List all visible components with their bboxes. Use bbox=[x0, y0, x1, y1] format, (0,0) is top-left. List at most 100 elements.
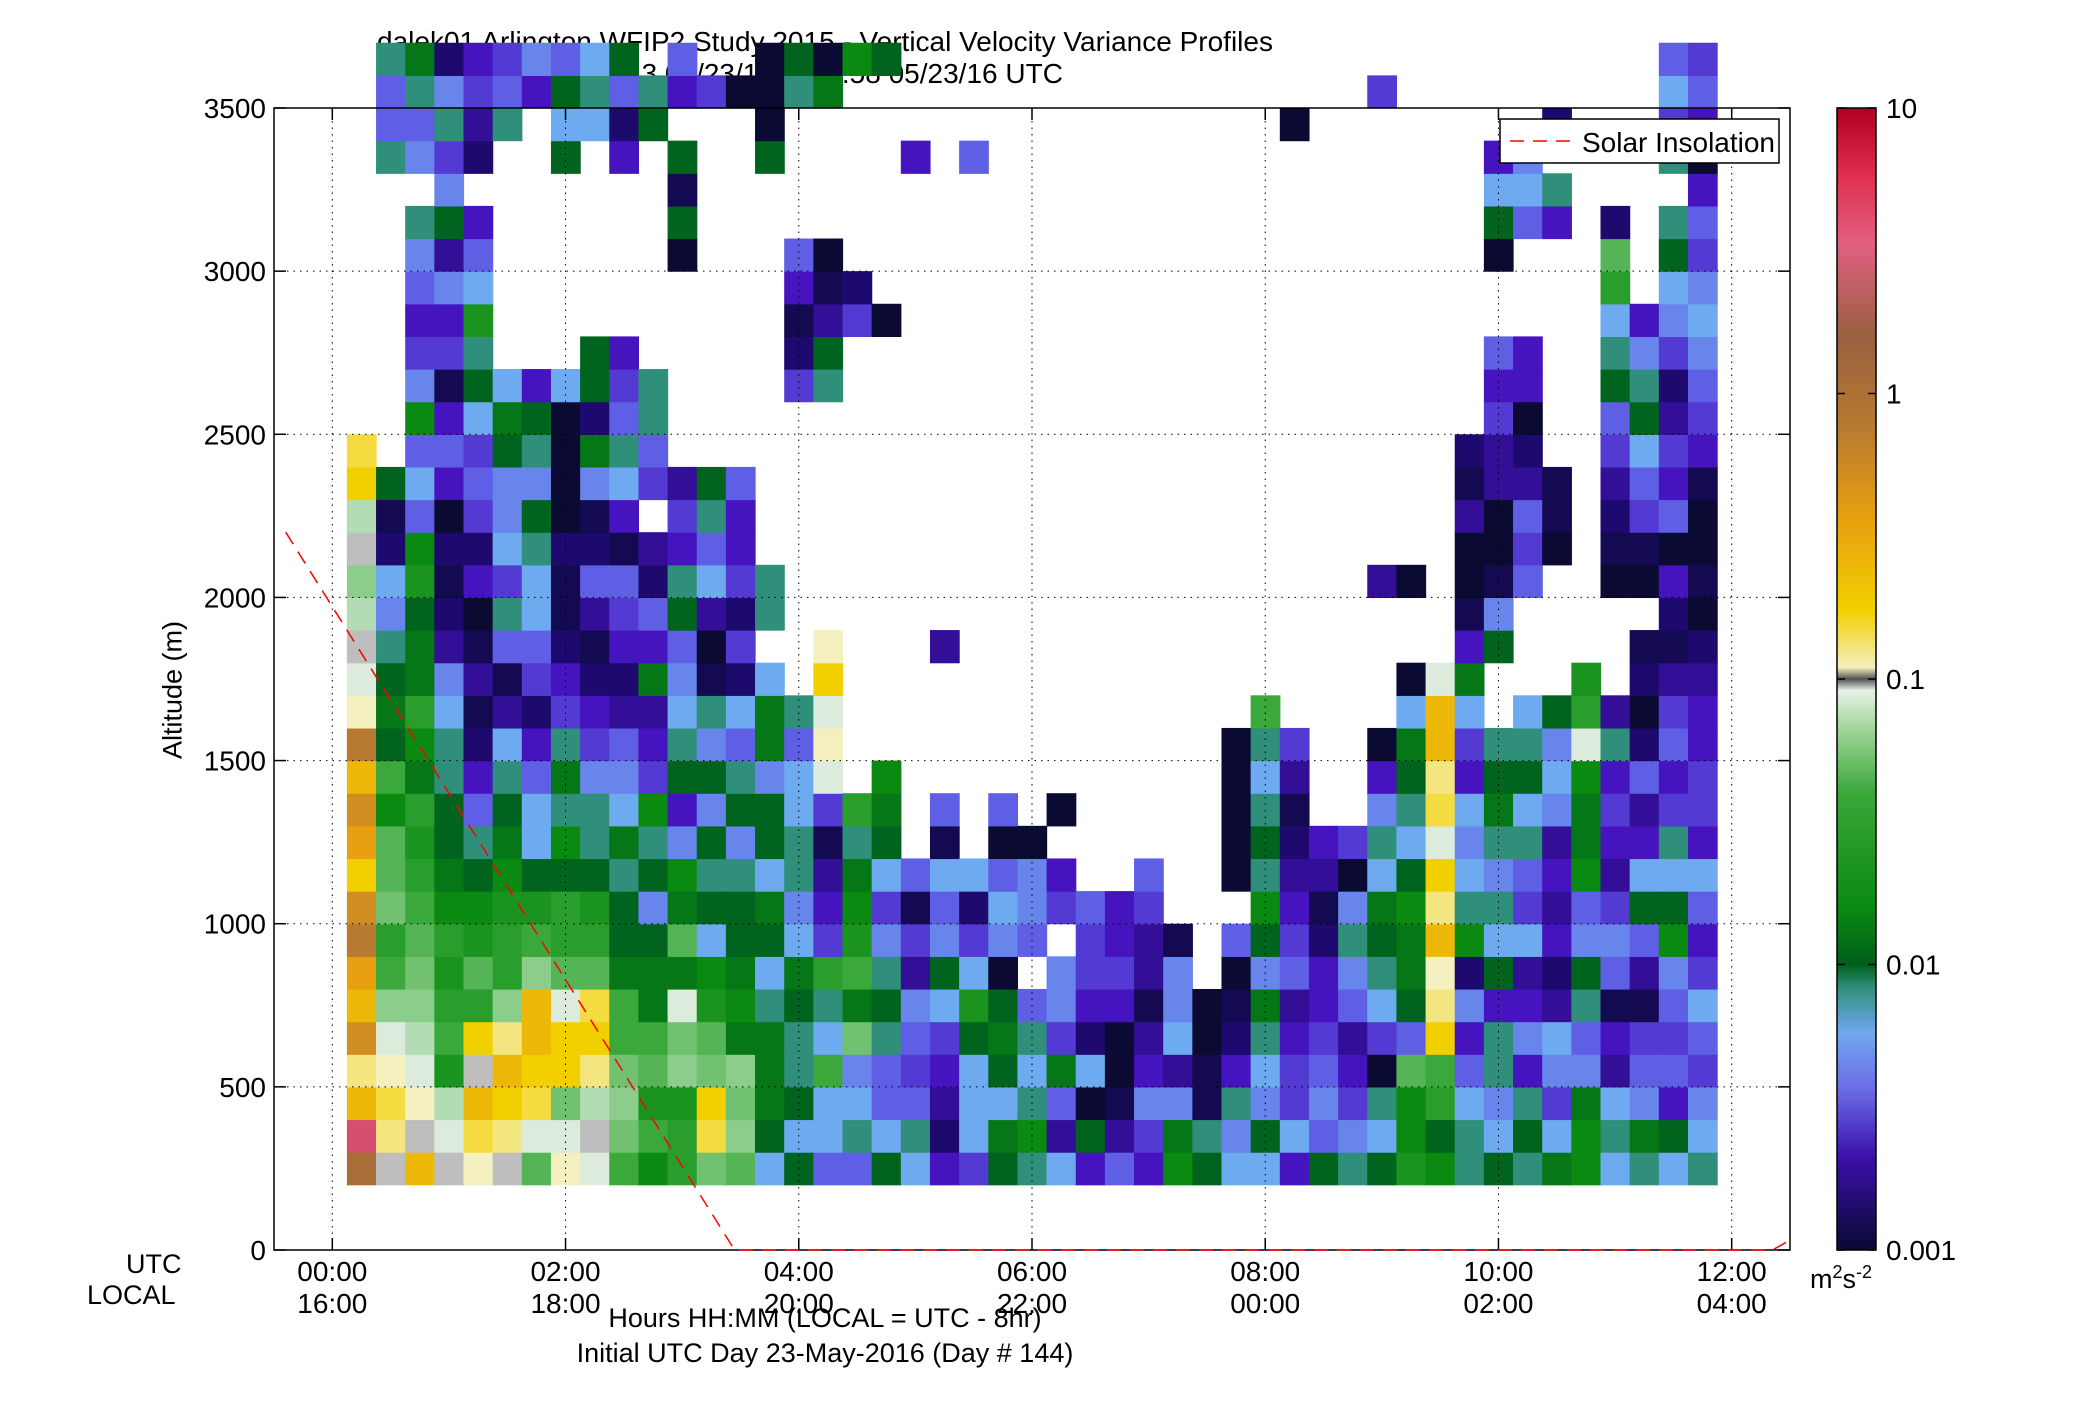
heatmap-cell bbox=[376, 1054, 406, 1088]
heatmap-cell bbox=[346, 988, 377, 1023]
heatmap-cell bbox=[463, 1152, 494, 1186]
y-tick-label: 1000 bbox=[204, 909, 266, 940]
y-tick-label: 3000 bbox=[204, 256, 266, 287]
heatmap-cell bbox=[1046, 793, 1077, 827]
heatmap-cell bbox=[405, 42, 435, 76]
heatmap-cell bbox=[1513, 1119, 1543, 1153]
heatmap-cell bbox=[725, 695, 756, 729]
heatmap-cell bbox=[1396, 1152, 1427, 1186]
heatmap-cell bbox=[667, 1086, 698, 1121]
heatmap-cell bbox=[1513, 695, 1543, 729]
heatmap-cell bbox=[521, 1021, 552, 1055]
heatmap-cell bbox=[492, 662, 523, 696]
heatmap-cell bbox=[1046, 891, 1077, 925]
heatmap-cell bbox=[434, 336, 465, 370]
heatmap-cell bbox=[376, 858, 406, 892]
heatmap-cell bbox=[521, 956, 552, 990]
heatmap-cell bbox=[492, 1021, 523, 1055]
heatmap-cell bbox=[696, 466, 727, 501]
heatmap-cell bbox=[346, 466, 377, 501]
heatmap-cell bbox=[1571, 695, 1602, 729]
heatmap-cell bbox=[609, 466, 640, 501]
heatmap-cell bbox=[1221, 858, 1252, 892]
heatmap-cell bbox=[376, 1086, 406, 1121]
heatmap-cell bbox=[1163, 923, 1193, 957]
heatmap-cell bbox=[638, 760, 669, 794]
heatmap-cell bbox=[900, 988, 931, 1023]
heatmap-cell bbox=[813, 1086, 844, 1121]
heatmap-cell bbox=[376, 727, 406, 762]
heatmap-cell bbox=[1338, 923, 1368, 957]
heatmap-cell bbox=[376, 140, 406, 174]
x-row-label-utc: UTC bbox=[126, 1249, 182, 1279]
heatmap-cell bbox=[463, 140, 494, 174]
heatmap-cell bbox=[1600, 825, 1631, 860]
heatmap-cell bbox=[1454, 695, 1485, 729]
heatmap-cell bbox=[1600, 1086, 1631, 1121]
heatmap-cell bbox=[1454, 532, 1485, 566]
heatmap-cell bbox=[1396, 923, 1427, 957]
heatmap-cell bbox=[813, 891, 844, 925]
heatmap-cell bbox=[492, 75, 523, 109]
heatmap-cell bbox=[1571, 662, 1602, 696]
heatmap-cell bbox=[1279, 760, 1310, 794]
heatmap-cell bbox=[521, 75, 552, 109]
heatmap-cell bbox=[1658, 825, 1689, 860]
heatmap-cell bbox=[929, 1086, 960, 1121]
heatmap-cell bbox=[1571, 988, 1602, 1023]
heatmap-cell bbox=[1454, 891, 1485, 925]
heatmap-cell bbox=[405, 303, 435, 337]
heatmap-cell bbox=[609, 662, 640, 696]
heatmap-cell bbox=[1687, 793, 1718, 827]
heatmap-cell bbox=[929, 923, 960, 957]
heatmap-cell bbox=[1658, 499, 1689, 533]
heatmap-cell bbox=[1134, 923, 1164, 957]
solar-insolation-line bbox=[285, 531, 1791, 1251]
heatmap-cell bbox=[346, 695, 377, 729]
heatmap-cell bbox=[550, 434, 581, 468]
heatmap-cell bbox=[405, 205, 435, 240]
heatmap-cell bbox=[813, 75, 844, 109]
heatmap-cell bbox=[1279, 1086, 1310, 1121]
x-axis-sublabel: Initial UTC Day 23-May-2016 (Day # 144) bbox=[576, 1338, 1074, 1368]
heatmap-cell bbox=[725, 727, 756, 762]
heatmap-cell bbox=[434, 303, 465, 337]
heatmap-cell bbox=[434, 630, 465, 664]
heatmap-cell bbox=[1221, 825, 1252, 860]
heatmap-cell bbox=[900, 858, 931, 892]
heatmap-cell bbox=[1513, 825, 1543, 860]
heatmap-cell bbox=[1542, 499, 1572, 533]
heatmap-cell bbox=[1687, 466, 1718, 501]
heatmap-cell bbox=[376, 108, 406, 142]
heatmap-cell bbox=[638, 108, 669, 142]
heatmap-cell bbox=[1658, 760, 1689, 794]
heatmap-cell bbox=[1513, 336, 1543, 370]
heatmap-cell bbox=[434, 532, 465, 566]
heatmap-cell bbox=[580, 956, 610, 990]
heatmap-cell bbox=[1396, 1086, 1427, 1121]
heatmap-cell bbox=[580, 1086, 610, 1121]
heatmap-cell bbox=[1367, 1054, 1398, 1088]
heatmap-cell bbox=[638, 1152, 669, 1186]
heatmap-cell bbox=[434, 271, 465, 305]
heatmap-cell bbox=[1513, 793, 1543, 827]
heatmap-cell bbox=[959, 988, 989, 1023]
heatmap-cell bbox=[929, 793, 960, 827]
heatmap-cell bbox=[1542, 466, 1572, 501]
heatmap-cell bbox=[1513, 1086, 1543, 1121]
heatmap-cell bbox=[1221, 727, 1252, 762]
x-tick-label-utc: 00:00 bbox=[297, 1256, 367, 1287]
heatmap-cell bbox=[784, 825, 814, 860]
heatmap-cell bbox=[1396, 564, 1427, 599]
heatmap-cell bbox=[609, 336, 640, 370]
heatmap-cell bbox=[463, 434, 494, 468]
heatmap-cell bbox=[1571, 793, 1602, 827]
heatmap-cell bbox=[521, 825, 552, 860]
heatmap-cell bbox=[1338, 1119, 1368, 1153]
heatmap-cell bbox=[1338, 1086, 1368, 1121]
heatmap-cell bbox=[1104, 891, 1135, 925]
heatmap-cell bbox=[580, 108, 610, 142]
heatmap-cell bbox=[1192, 1021, 1223, 1055]
heatmap-cell bbox=[609, 695, 640, 729]
heatmap-cell bbox=[1308, 988, 1339, 1023]
